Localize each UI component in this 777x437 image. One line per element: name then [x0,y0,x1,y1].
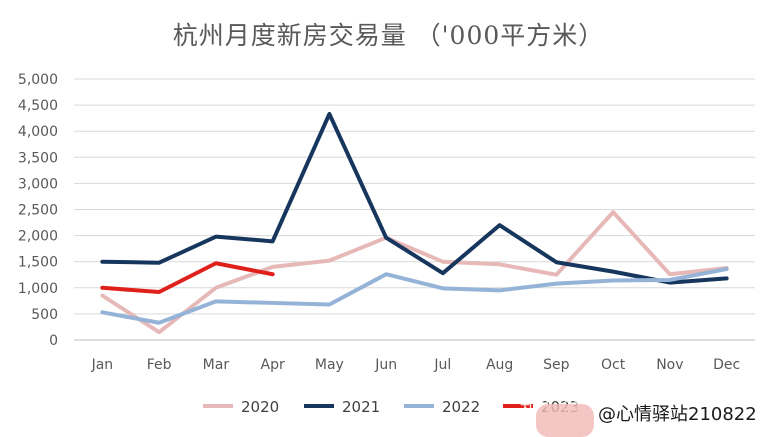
watermark-text: @心情驿站210822 [598,404,757,425]
x-tick-label: Oct [601,357,626,373]
chart-title: 杭州月度新房交易量 （'000平方米） [172,21,605,50]
y-tick-label: 5,000 [18,72,58,88]
x-tick-label: Jan [91,357,114,373]
legend-label: 2021 [342,398,380,416]
y-tick-label: 2,500 [18,203,58,219]
x-tick-label: Apr [261,357,285,373]
x-tick-label: May [315,357,344,373]
series-line-2023 [100,261,275,294]
y-tick-label: 3,500 [18,150,58,166]
x-tick-label: Mar [203,357,230,373]
x-tick-label: Nov [656,357,683,373]
x-tick-label: Sep [543,357,570,373]
y-tick-label: 500 [31,307,58,323]
x-tick-label: Jun [374,357,397,373]
x-tick-label: Aug [486,357,513,373]
x-tick-label: Dec [713,357,740,373]
y-tick-label: 2,000 [18,229,58,245]
y-tick-label: 0 [49,333,58,349]
y-tick-label: 1,500 [18,255,58,271]
x-tick-label: Feb [147,357,172,373]
watermark-blob [536,404,594,437]
y-tick-label: 1,000 [18,281,58,297]
y-tick-label: 3,000 [18,176,58,192]
legend-label: 2020 [241,398,279,416]
series-line-2022 [100,267,729,325]
x-tick-label: Jul [433,357,451,373]
series-line-2020 [100,210,729,335]
y-tick-label: 4,500 [18,98,58,114]
series-line-2021 [100,111,729,285]
y-tick-label: 4,000 [18,124,58,140]
legend-label: 2022 [442,398,480,416]
